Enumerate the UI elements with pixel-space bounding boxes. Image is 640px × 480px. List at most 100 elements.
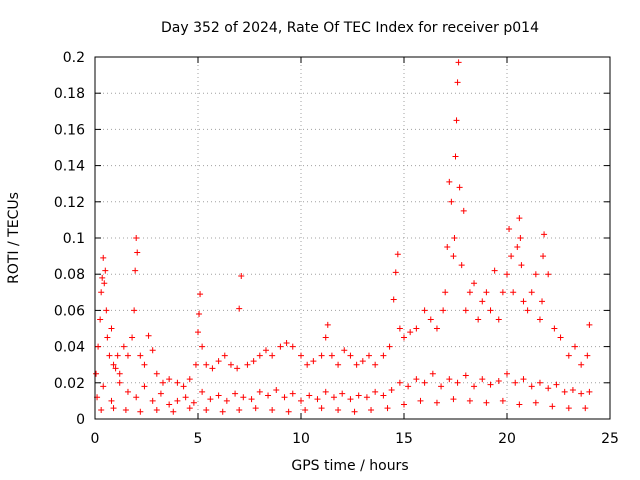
roti-point [166, 401, 173, 408]
roti-point [433, 399, 440, 406]
roti-point [517, 235, 524, 241]
roti-point [207, 396, 214, 403]
roti-point [250, 358, 257, 365]
roti-point [532, 271, 539, 278]
roti-point [365, 352, 372, 359]
roti-point [322, 334, 329, 341]
roti-point [451, 235, 458, 241]
roti-point [456, 184, 463, 191]
roti-point [285, 408, 292, 415]
roti-point [448, 198, 455, 205]
roti-point [98, 289, 105, 296]
roti-point [195, 329, 201, 336]
roti-point [209, 365, 216, 372]
roti-point [541, 231, 548, 238]
roti-point [504, 271, 510, 278]
roti-point [442, 289, 449, 296]
roti-point [586, 321, 593, 328]
roti-point [396, 379, 403, 386]
roti-point [421, 307, 428, 314]
roti-point [545, 271, 552, 278]
roti-point [386, 343, 393, 350]
x-tick-label: 5 [194, 431, 203, 447]
chart-title: Day 352 of 2024, Rate Of TEC Index for r… [161, 20, 539, 36]
roti-point [421, 379, 428, 386]
roti-point [265, 392, 272, 399]
roti-point [186, 376, 193, 383]
roti-point [471, 280, 478, 287]
roti-point [298, 397, 304, 404]
roti-point [269, 406, 276, 413]
roti-point [174, 397, 181, 404]
roti-point [102, 267, 109, 274]
roti-point [545, 385, 552, 392]
roti-point [199, 388, 206, 395]
roti-point [499, 289, 506, 296]
roti-point [219, 408, 226, 415]
roti-point [347, 352, 354, 359]
x-tick-label: 15 [395, 431, 413, 447]
roti-point [401, 334, 407, 341]
roti-point [394, 251, 401, 258]
roti-point [283, 339, 290, 346]
y-tick-label: 0.1 [63, 231, 85, 247]
roti-point [479, 376, 486, 383]
roti-point [124, 388, 131, 395]
roti-point [236, 406, 243, 413]
roti-point [380, 352, 387, 359]
roti-point [180, 383, 187, 390]
roti-point [479, 298, 486, 305]
roti-point [466, 397, 473, 404]
roti-point [182, 394, 189, 401]
roti-point [124, 352, 131, 359]
roti-point [388, 387, 395, 394]
roti-point [141, 383, 148, 390]
roti-point [328, 352, 335, 359]
roti-point [528, 289, 535, 296]
roti-point [453, 117, 460, 124]
roti-point [483, 399, 490, 406]
roti-point [302, 406, 309, 413]
roti-point [495, 316, 502, 323]
roti-point [99, 274, 106, 281]
roti-point [232, 390, 239, 397]
roti-point [306, 392, 313, 399]
roti-point [157, 390, 164, 397]
x-tick-label: 25 [601, 431, 619, 447]
roti-point [471, 383, 478, 390]
roti-point [466, 289, 473, 296]
roti-point [347, 396, 354, 403]
y-tick-label: 0.2 [63, 50, 85, 66]
roti-point [341, 347, 348, 354]
roti-point [491, 267, 498, 274]
roti-point [368, 406, 375, 413]
roti-point [110, 361, 117, 368]
roti-point [536, 316, 543, 323]
roti-point [495, 377, 502, 384]
roti-point [129, 334, 136, 341]
roti-point [215, 358, 222, 365]
roti-point [256, 388, 263, 395]
roti-point [223, 397, 230, 404]
roti-point [584, 352, 591, 359]
roti-point [227, 361, 234, 368]
roti-point [578, 361, 585, 368]
roti-point [390, 296, 397, 303]
roti-point [186, 405, 193, 412]
roti-point [540, 253, 547, 260]
roti-point [318, 352, 325, 359]
roti-point [273, 387, 280, 394]
roti-point [407, 329, 414, 336]
roti-point [149, 397, 156, 404]
roti-point [475, 316, 482, 323]
roti-point [100, 383, 107, 390]
roti-point [455, 59, 462, 66]
roti-point [396, 325, 403, 332]
roti-point [100, 254, 107, 261]
roti-point [462, 372, 469, 379]
roti-point [149, 347, 156, 354]
roti-point [452, 153, 459, 160]
roti-point [363, 394, 370, 401]
plot-frame [94, 56, 611, 420]
